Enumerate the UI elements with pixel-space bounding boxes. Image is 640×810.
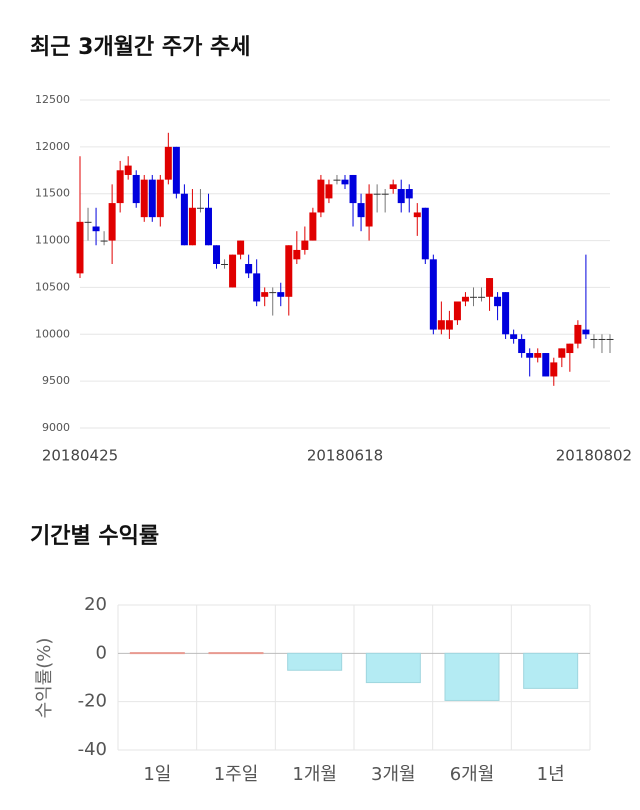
candle-body [172,146,180,194]
candle-body [421,207,429,260]
x-tick-label: 20180802 [556,447,632,465]
candle-body [213,245,221,264]
chart-title: 기간별 수익률 [30,524,159,549]
candle-body [116,170,124,204]
x-tick-label: 20180425 [42,447,118,465]
candle-body [486,278,494,297]
x-tick-label: 1년 [537,764,565,785]
y-tick-label: 12000 [35,140,70,153]
candle-body [405,189,413,199]
candle-body [365,193,373,227]
candle-body [124,165,132,175]
candle-body [413,212,421,218]
candle-body [156,179,164,218]
candle-body [437,320,445,330]
candle-body [261,292,269,297]
y-tick-label: -20 [78,691,107,712]
bar [129,652,185,655]
y-tick-label: 0 [96,642,107,663]
candle-body [245,264,253,274]
x-tick-label: 1일 [143,764,171,785]
candle-body [349,174,357,204]
candle-body [502,292,510,335]
candle-body [606,338,614,340]
bar [523,652,579,689]
candle-body [389,184,397,190]
candle-body [373,193,381,195]
x-tick-label: 20180618 [307,447,383,465]
candle-body [301,240,309,250]
candle-body [84,221,92,223]
x-tick-label: 6개월 [450,764,495,785]
y-tick-label: 9500 [42,374,70,387]
candle-body [397,189,405,204]
candle-body [598,338,606,340]
candle-body [429,259,437,330]
candle-body [229,254,237,288]
candle-body [341,179,349,185]
candle-body [518,338,526,354]
y-tick-label: 9000 [42,421,70,434]
chart-title: 최근 3개월간 주가 추세 [30,35,250,60]
candle-body [269,292,277,294]
candle-body [478,296,486,298]
y-tick-label: 11500 [35,187,70,200]
candle-body [357,203,365,218]
candle-body [253,273,261,302]
candle-body [333,179,341,181]
bar [208,652,264,655]
candle-body [76,221,84,274]
candle-body [180,193,188,246]
candle-body [285,245,293,297]
candle-body [325,184,333,199]
candle-body [277,292,285,297]
candle-body [381,193,389,195]
candle-body [164,146,172,180]
bar [287,652,343,671]
candle-body [196,207,204,209]
candle-body [293,249,301,260]
candle-body [237,240,245,255]
bar [444,652,500,701]
candle-body [510,334,518,339]
candle-body [574,324,582,344]
candle-body [590,338,598,340]
y-tick-label: 11000 [35,234,70,247]
candle-body [140,179,148,218]
candle-body [132,174,140,204]
candle-body [92,226,100,232]
y-tick-label: -40 [78,739,107,760]
candle-body [148,179,156,218]
candle-body [188,207,196,246]
candle-body [108,203,116,241]
candle-body [461,296,469,302]
candle-body [204,207,212,246]
candle-body [453,301,461,321]
candle-body [582,329,590,335]
candle-body [469,296,477,298]
y-tick-label: 10500 [35,280,70,293]
candle-body [526,353,534,358]
y-tick-label: 20 [84,594,107,615]
candle-body [542,353,550,377]
x-tick-label: 3개월 [371,764,416,785]
candle-body [534,353,542,358]
candle-body [309,212,317,241]
y-tick-label: 10000 [35,327,70,340]
candle-body [494,296,502,307]
candle-body [550,362,558,377]
y-axis-label: 수익률(%) [34,638,55,719]
candle-body [317,179,325,213]
x-tick-label: 1개월 [292,764,337,785]
bar [365,652,421,684]
y-tick-label: 12500 [35,93,70,106]
candle-body [100,240,108,242]
candle-body [558,348,566,358]
x-tick-label: 1주일 [214,764,259,785]
candle-body [221,264,229,265]
candle-body [445,320,453,330]
candle-body [566,343,574,354]
